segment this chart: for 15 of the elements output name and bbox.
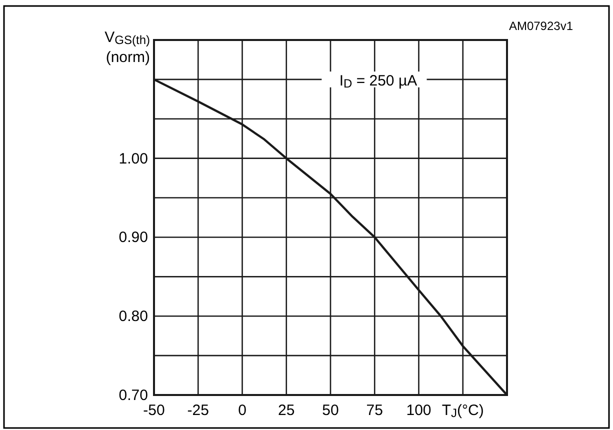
x-tick-label: 0 [238, 402, 246, 419]
x-tick-label: 100 [406, 402, 432, 419]
x-tick-label: 75 [366, 402, 383, 419]
annotation: I$_{D}$ = 250 µA [339, 72, 418, 90]
x-tick-label: -50 [143, 402, 165, 419]
y-tick-label: 0.80 [118, 308, 148, 326]
x-axis-title: T$_{J}$(°C) [442, 402, 484, 420]
y-tick-label: 1.00 [118, 150, 148, 168]
x-tick-label: 50 [322, 402, 339, 419]
text: AM07923v1 [508, 19, 574, 33]
y-tick-label: 0.70 [118, 387, 148, 404]
y-axis-title: V$_{GS(th)}$ (norm) [104, 29, 150, 66]
x-tick-label: -25 [187, 402, 209, 419]
y-tick-label: 0.90 [118, 229, 148, 246]
x-tick-label: 25 [278, 402, 295, 419]
